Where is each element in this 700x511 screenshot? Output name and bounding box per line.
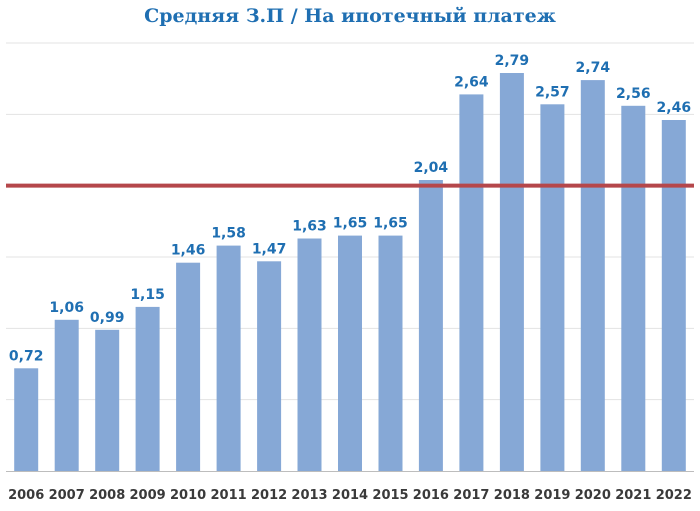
data-label-2019: 2,57	[535, 84, 570, 100]
data-label-2011: 1,58	[211, 226, 246, 242]
bar-2006	[14, 368, 39, 471]
data-label-2022: 2,46	[657, 100, 692, 116]
x-tick-label-2014: 2014	[332, 488, 368, 503]
bar-2020	[580, 80, 605, 471]
data-label-2009: 1,15	[130, 287, 165, 303]
bar-2019	[540, 104, 565, 472]
bar-2016	[418, 180, 443, 471]
bar-2011	[216, 245, 241, 471]
data-label-2020: 2,74	[576, 60, 611, 76]
data-label-2012: 1,47	[252, 241, 287, 257]
x-tick-label-2006: 2006	[8, 488, 44, 503]
x-tick-label-2009: 2009	[130, 488, 166, 503]
data-label-2010: 1,46	[171, 243, 206, 259]
bar-2015	[378, 235, 403, 471]
x-tick-label-2021: 2021	[615, 488, 651, 503]
bar-2013	[297, 238, 322, 471]
bar-2017	[459, 94, 484, 472]
x-tick-label-2015: 2015	[372, 488, 408, 503]
x-tick-label-2016: 2016	[413, 488, 449, 503]
bar-2009	[135, 306, 160, 471]
bar-2008	[95, 329, 120, 471]
bar-2014	[338, 235, 362, 471]
bars	[14, 73, 686, 472]
data-label-2015: 1,65	[373, 216, 408, 232]
bar-2018	[499, 73, 524, 471]
x-tick-label-2019: 2019	[534, 488, 570, 503]
bar-2012	[257, 261, 282, 471]
data-label-2013: 1,63	[292, 219, 327, 235]
data-label-2008: 0,99	[90, 310, 125, 326]
x-tick-label-2007: 2007	[49, 488, 85, 503]
x-axis-ticks: 2006 2007 2008 2009 2010 2011 2012 2013 2014 2015…	[8, 488, 692, 503]
data-label-2018: 2,79	[495, 53, 530, 69]
data-label-2017: 2,64	[454, 74, 489, 90]
x-tick-label-2017: 2017	[453, 488, 489, 503]
bar-2007	[54, 319, 79, 471]
bar-2021	[621, 105, 646, 472]
data-label-2021: 2,56	[616, 86, 651, 102]
x-tick-label-2020: 2020	[575, 488, 611, 503]
x-tick-label-2011: 2011	[211, 488, 247, 503]
x-tick-label-2018: 2018	[494, 488, 530, 503]
chart-title: Средняя З.П / На ипотечный платеж	[144, 5, 556, 27]
x-tick-label-2013: 2013	[291, 488, 327, 503]
bar-2010	[176, 262, 201, 471]
data-label-2016: 2,04	[414, 160, 449, 176]
data-label-2007: 1,06	[49, 300, 84, 316]
data-labels: 0,72 1,06 0,99 1,15 1,46 1,58 1,47 1,63 1,65 1,65…	[9, 53, 691, 364]
bar-2022	[661, 120, 686, 471]
x-tick-label-2022: 2022	[656, 488, 692, 503]
data-label-2006: 0,72	[9, 348, 44, 364]
x-tick-label-2008: 2008	[89, 488, 125, 503]
data-label-2014: 1,65	[333, 216, 368, 232]
x-tick-label-2012: 2012	[251, 488, 287, 503]
x-tick-label-2010: 2010	[170, 488, 206, 503]
